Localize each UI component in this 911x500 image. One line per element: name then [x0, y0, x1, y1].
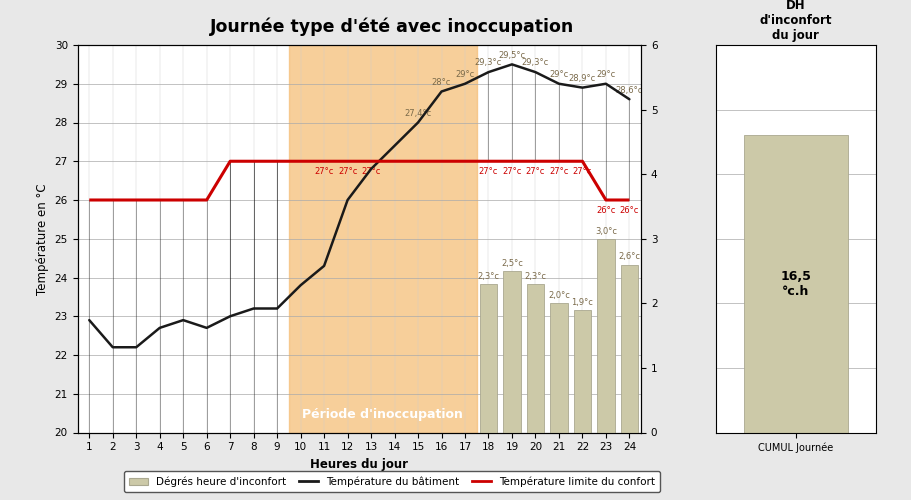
- Text: 2,5°c: 2,5°c: [500, 259, 522, 268]
- Legend: Dégrés heure d'inconfort, Température du bâtiment, Température limite du confort: Dégrés heure d'inconfort, Température du…: [124, 472, 660, 492]
- X-axis label: Heures du jour: Heures du jour: [310, 458, 408, 471]
- Text: 29°c: 29°c: [596, 70, 615, 79]
- Bar: [503, 271, 520, 432]
- Y-axis label: Température en °C: Température en °C: [36, 183, 49, 294]
- Bar: [573, 310, 590, 432]
- Text: 27°c: 27°c: [314, 167, 333, 176]
- Text: 29°c: 29°c: [548, 70, 568, 79]
- Text: 27,4°c: 27,4°c: [404, 109, 431, 118]
- Bar: [289, 45, 476, 432]
- Text: 26°c: 26°c: [596, 206, 615, 215]
- Text: 16,5
°c.h: 16,5 °c.h: [780, 270, 810, 298]
- Title: DH
d'inconfort
du jour: DH d'inconfort du jour: [759, 0, 831, 42]
- Text: Journée type d'été avec inoccupation: Journée type d'été avec inoccupation: [210, 18, 574, 36]
- Text: 27°c: 27°c: [548, 167, 568, 176]
- Text: 2,0°c: 2,0°c: [548, 291, 569, 300]
- Text: 29,3°c: 29,3°c: [475, 58, 502, 68]
- Bar: [619, 264, 638, 432]
- Text: 2,6°c: 2,6°c: [618, 252, 640, 262]
- Text: 2,3°c: 2,3°c: [477, 272, 499, 280]
- Text: 27°c: 27°c: [526, 167, 545, 176]
- Text: 27°c: 27°c: [572, 167, 591, 176]
- Text: 3,0°c: 3,0°c: [594, 226, 616, 235]
- Text: 27°c: 27°c: [361, 167, 380, 176]
- Text: Période d'inoccupation: Période d'inoccupation: [302, 408, 463, 421]
- Bar: [743, 136, 846, 432]
- Text: 1,9°c: 1,9°c: [571, 298, 593, 306]
- Text: 29,3°c: 29,3°c: [521, 58, 548, 68]
- Bar: [479, 284, 496, 432]
- Text: 26°c: 26°c: [619, 206, 639, 215]
- Bar: [526, 284, 544, 432]
- Bar: [549, 304, 568, 432]
- Text: 27°c: 27°c: [338, 167, 357, 176]
- Text: 28,6°c: 28,6°c: [615, 86, 642, 94]
- Text: 29°c: 29°c: [455, 70, 474, 79]
- Text: 28,9°c: 28,9°c: [568, 74, 596, 83]
- Text: 27°c: 27°c: [478, 167, 497, 176]
- Text: 29,5°c: 29,5°c: [498, 50, 525, 59]
- Text: 28°c: 28°c: [432, 78, 451, 87]
- Text: 2,3°c: 2,3°c: [524, 272, 546, 280]
- Text: 27°c: 27°c: [502, 167, 521, 176]
- Bar: [597, 239, 614, 432]
